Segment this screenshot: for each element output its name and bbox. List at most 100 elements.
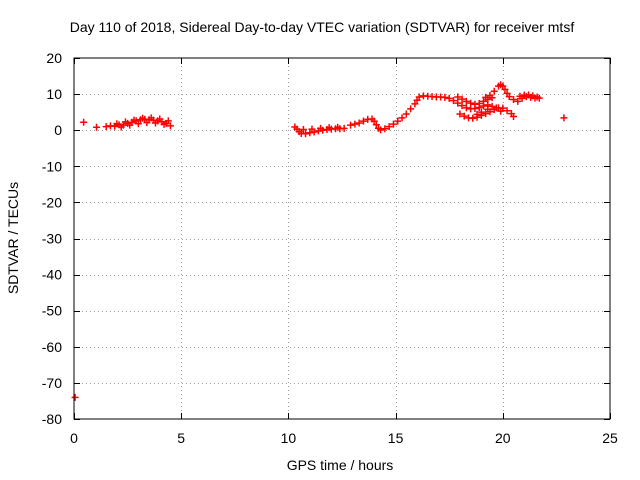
data-point (458, 102, 466, 110)
data-point (134, 120, 142, 128)
data-point (117, 123, 125, 131)
data-point (398, 114, 406, 122)
data-point (121, 118, 129, 126)
data-point (486, 92, 494, 100)
plot-area-border (73, 57, 611, 420)
data-point (480, 97, 488, 105)
data-point (394, 117, 402, 125)
data-point (156, 115, 164, 123)
x-axis-label: GPS time / hours (287, 457, 394, 473)
data-point (147, 114, 155, 122)
data-point (492, 104, 500, 112)
y-tick-label: 0 (54, 122, 62, 138)
data-point (462, 104, 470, 112)
data-point (334, 123, 342, 131)
data-point (385, 123, 393, 131)
data-point (407, 105, 415, 113)
x-tick-label: 10 (281, 430, 297, 446)
data-point (456, 110, 464, 118)
data-point (151, 119, 159, 127)
data-point (501, 85, 509, 93)
data-point (510, 96, 518, 104)
x-tick-label: 0 (70, 430, 78, 446)
data-point (302, 130, 310, 138)
data-point (160, 120, 168, 128)
chart-title: Day 110 of 2018, Sidereal Day-to-day VTE… (70, 19, 575, 35)
data-point (516, 92, 524, 100)
data-point (377, 126, 385, 134)
data-point (505, 93, 513, 101)
data-point (93, 123, 101, 131)
data-point (449, 97, 457, 105)
data-point (525, 91, 533, 99)
data-point (490, 87, 498, 95)
data-point (484, 105, 492, 113)
data-point (317, 124, 325, 132)
y-tick-label: -60 (42, 339, 62, 355)
y-tick-label: -80 (42, 411, 62, 427)
data-point (473, 110, 481, 118)
y-tick-label: -20 (42, 194, 62, 210)
data-point (475, 99, 483, 107)
data-point (381, 125, 389, 133)
data-point (510, 112, 518, 120)
x-tick-label: 20 (495, 430, 511, 446)
data-point (139, 114, 147, 122)
data-point (415, 93, 423, 101)
y-tick-label: -30 (42, 231, 62, 247)
data-point (482, 110, 490, 118)
y-tick-label: -40 (42, 267, 62, 283)
data-point (454, 99, 462, 107)
x-tick-label: 5 (177, 430, 185, 446)
data-point (469, 114, 477, 122)
data-point (359, 117, 367, 125)
y-tick-label: -70 (42, 375, 62, 391)
y-tick-label: 10 (46, 86, 62, 102)
y-axis-ticks: -80 -70 -60 -50 -40 -30 -20 -10 0 10 20 (42, 50, 610, 427)
data-point (355, 119, 363, 127)
data-point (467, 99, 475, 107)
data-point (497, 107, 505, 115)
data-points (71, 81, 568, 401)
y-tick-label: 20 (46, 50, 62, 66)
data-point (370, 117, 378, 125)
y-axis-label: SDTVAR / TECUs (5, 182, 21, 294)
data-point (351, 120, 359, 128)
data-point (411, 100, 419, 108)
data-point (402, 110, 410, 118)
data-point (164, 117, 172, 125)
data-point (460, 112, 468, 120)
data-point (143, 119, 151, 127)
data-point (445, 94, 453, 102)
data-point (503, 107, 511, 115)
y-tick-label: -10 (42, 158, 62, 174)
data-point (514, 97, 522, 105)
data-point (454, 93, 462, 101)
x-tick-label: 15 (388, 430, 404, 446)
data-point (477, 108, 485, 116)
grid-lines (74, 58, 610, 419)
data-point (389, 120, 397, 128)
data-point (533, 93, 541, 101)
data-point (166, 122, 174, 130)
data-point (488, 102, 496, 110)
data-point (560, 114, 568, 122)
data-point (458, 95, 466, 103)
data-point (113, 120, 121, 128)
data-point (347, 121, 355, 129)
data-point (299, 125, 307, 133)
data-point (71, 393, 79, 401)
x-tick-label: 25 (602, 430, 618, 446)
data-point (372, 121, 380, 129)
data-point (529, 92, 537, 100)
y-tick-label: -50 (42, 303, 62, 319)
data-point (80, 118, 88, 126)
data-point (325, 124, 333, 132)
data-point (482, 93, 490, 101)
x-axis-ticks: 0 5 10 15 20 25 (70, 58, 618, 446)
data-point (441, 93, 449, 101)
data-point (340, 124, 348, 132)
data-point (462, 97, 470, 105)
data-point (130, 116, 138, 124)
